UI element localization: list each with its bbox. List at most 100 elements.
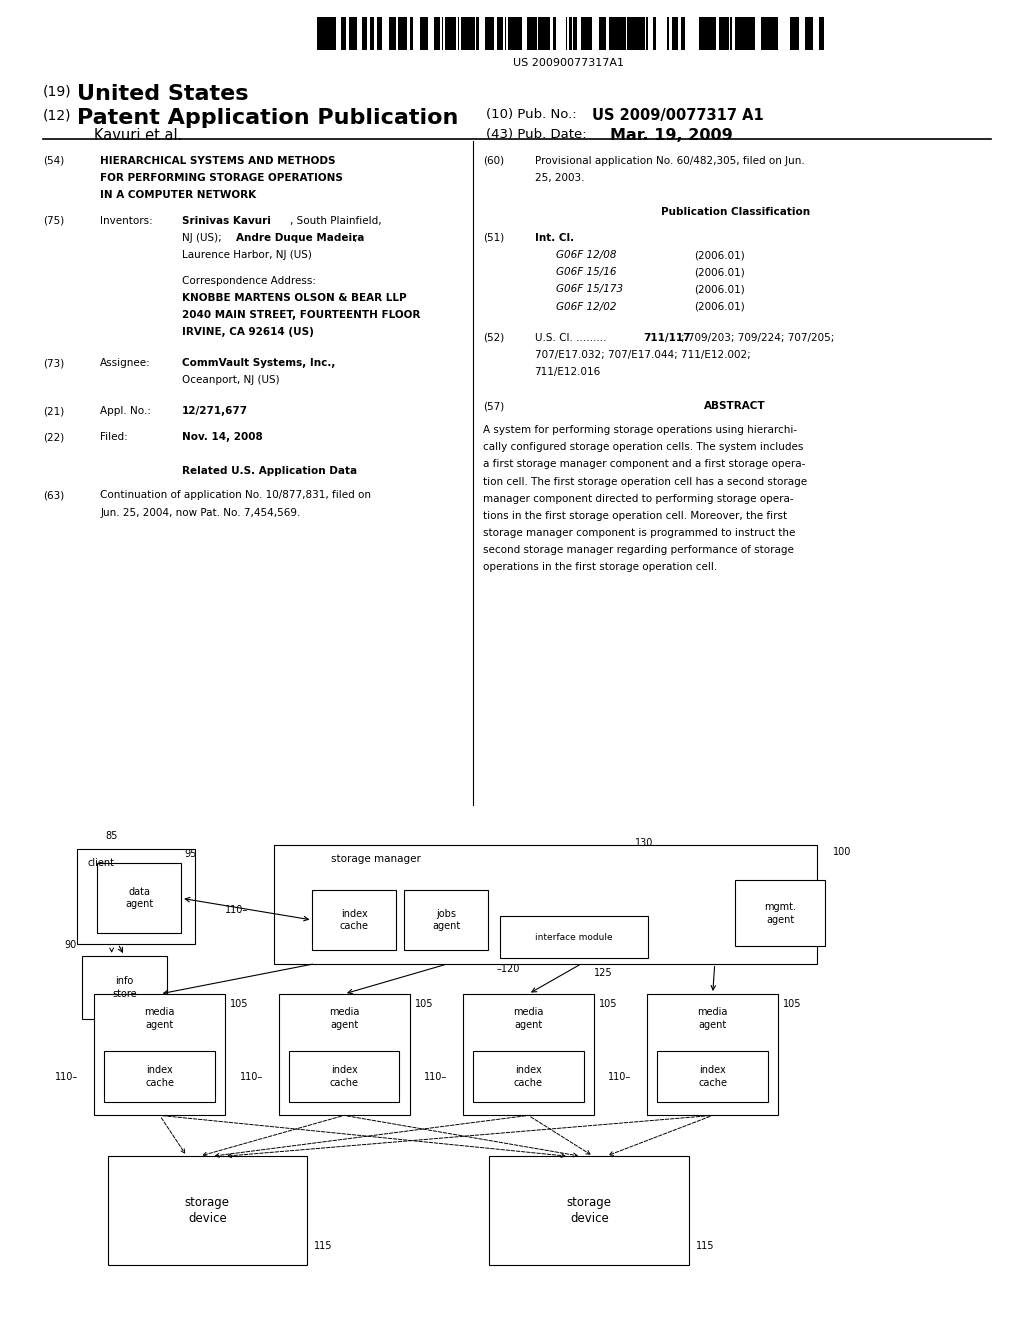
Text: mgmt.
agent: mgmt. agent [764,903,797,924]
Bar [540,17,545,50]
Text: , South Plainfield,: , South Plainfield, [290,215,381,226]
Bar [516,17,517,50]
Bar [793,17,794,50]
Text: CommVault Systems, Inc.,: CommVault Systems, Inc., [182,358,336,368]
Bar [727,17,728,50]
Bar [553,17,556,50]
Bar [750,17,755,50]
Text: 110–: 110– [55,1072,79,1081]
Text: 130: 130 [635,838,653,849]
Bar [657,1051,768,1102]
Bar [737,17,742,50]
Bar [372,17,373,50]
Bar [735,880,825,946]
Text: G06F 12/08: G06F 12/08 [556,251,616,260]
Bar [332,17,334,50]
Bar [632,17,634,50]
Bar [646,17,647,50]
Bar [764,17,765,50]
Text: 25, 2003.: 25, 2003. [535,173,584,183]
Text: (51): (51) [483,232,505,243]
Bar [719,17,722,50]
Text: Patent Application Publication: Patent Application Publication [77,108,458,128]
Text: index
cache: index cache [330,1065,358,1088]
Bar [77,849,195,944]
Bar [587,17,589,50]
Bar [768,17,770,50]
Bar [104,1051,215,1102]
Bar [469,17,472,50]
Bar [573,17,577,50]
Text: NJ (US);: NJ (US); [182,232,225,243]
Text: G06F 12/02: G06F 12/02 [556,302,616,312]
Bar [603,17,604,50]
Bar [362,17,364,50]
Bar [463,17,464,50]
Text: United States: United States [77,84,248,104]
Text: Jun. 25, 2004, now Pat. No. 7,454,569.: Jun. 25, 2004, now Pat. No. 7,454,569. [100,507,301,517]
Text: Related U.S. Application Data: Related U.S. Application Data [182,466,357,477]
Text: Publication Classification: Publication Classification [660,207,810,218]
Text: Kavuri et al.: Kavuri et al. [94,128,182,143]
Text: FOR PERFORMING STORAGE OPERATIONS: FOR PERFORMING STORAGE OPERATIONS [100,173,343,183]
Bar [705,17,713,50]
Bar [797,17,799,50]
Text: storage manager: storage manager [331,854,421,865]
Bar [652,17,654,50]
Text: Assignee:: Assignee: [100,358,152,368]
Bar [538,17,540,50]
Bar [289,1051,399,1102]
Text: (73): (73) [43,358,65,368]
Text: Laurence Harbor, NJ (US): Laurence Harbor, NJ (US) [182,251,312,260]
Bar [349,17,357,50]
Text: ABSTRACT: ABSTRACT [705,401,766,411]
Bar [411,17,412,50]
Text: 2040 MAIN STREET, FOURTEENTH FLOOR: 2040 MAIN STREET, FOURTEENTH FLOOR [182,310,421,321]
Bar [713,17,716,50]
Bar [699,17,705,50]
Text: media
agent: media agent [144,1007,175,1030]
Text: 110–: 110– [608,1072,632,1081]
Text: US 2009/0077317 A1: US 2009/0077317 A1 [592,108,764,123]
Bar [526,17,531,50]
Bar [531,17,534,50]
Text: G06F 15/16: G06F 15/16 [556,267,616,277]
Bar [497,17,499,50]
Bar [463,994,594,1115]
Text: index
cache: index cache [145,1065,174,1088]
Bar [583,17,584,50]
Bar [467,17,469,50]
Text: (19): (19) [43,84,72,99]
Text: Continuation of application No. 10/877,831, filed on: Continuation of application No. 10/877,8… [100,490,372,500]
Bar [637,17,640,50]
Bar [500,916,648,958]
Bar [389,17,392,50]
Text: tion cell. The first storage operation cell has a second storage: tion cell. The first storage operation c… [483,477,808,487]
Text: Srinivas Kavuri: Srinivas Kavuri [182,215,271,226]
Bar [545,17,550,50]
Bar [472,17,473,50]
Text: IN A COMPUTER NETWORK: IN A COMPUTER NETWORK [100,190,256,201]
Bar [672,17,673,50]
Text: (75): (75) [43,215,65,226]
Text: –120: –120 [497,964,520,974]
Text: (60): (60) [483,156,505,166]
Text: index
cache: index cache [340,909,369,931]
Bar [446,17,452,50]
Bar [609,17,610,50]
Bar [82,956,167,1019]
Bar [584,17,587,50]
Bar [437,17,439,50]
Text: (63): (63) [43,490,65,500]
Text: 711/117: 711/117 [643,333,690,342]
Bar [485,17,494,50]
Bar [761,17,764,50]
Text: client: client [87,858,114,869]
Bar [422,17,425,50]
Bar [364,17,367,50]
Bar [520,17,522,50]
Bar [425,17,428,50]
Bar [334,17,336,50]
Text: media
agent: media agent [697,1007,728,1030]
Text: ,: , [353,232,356,243]
